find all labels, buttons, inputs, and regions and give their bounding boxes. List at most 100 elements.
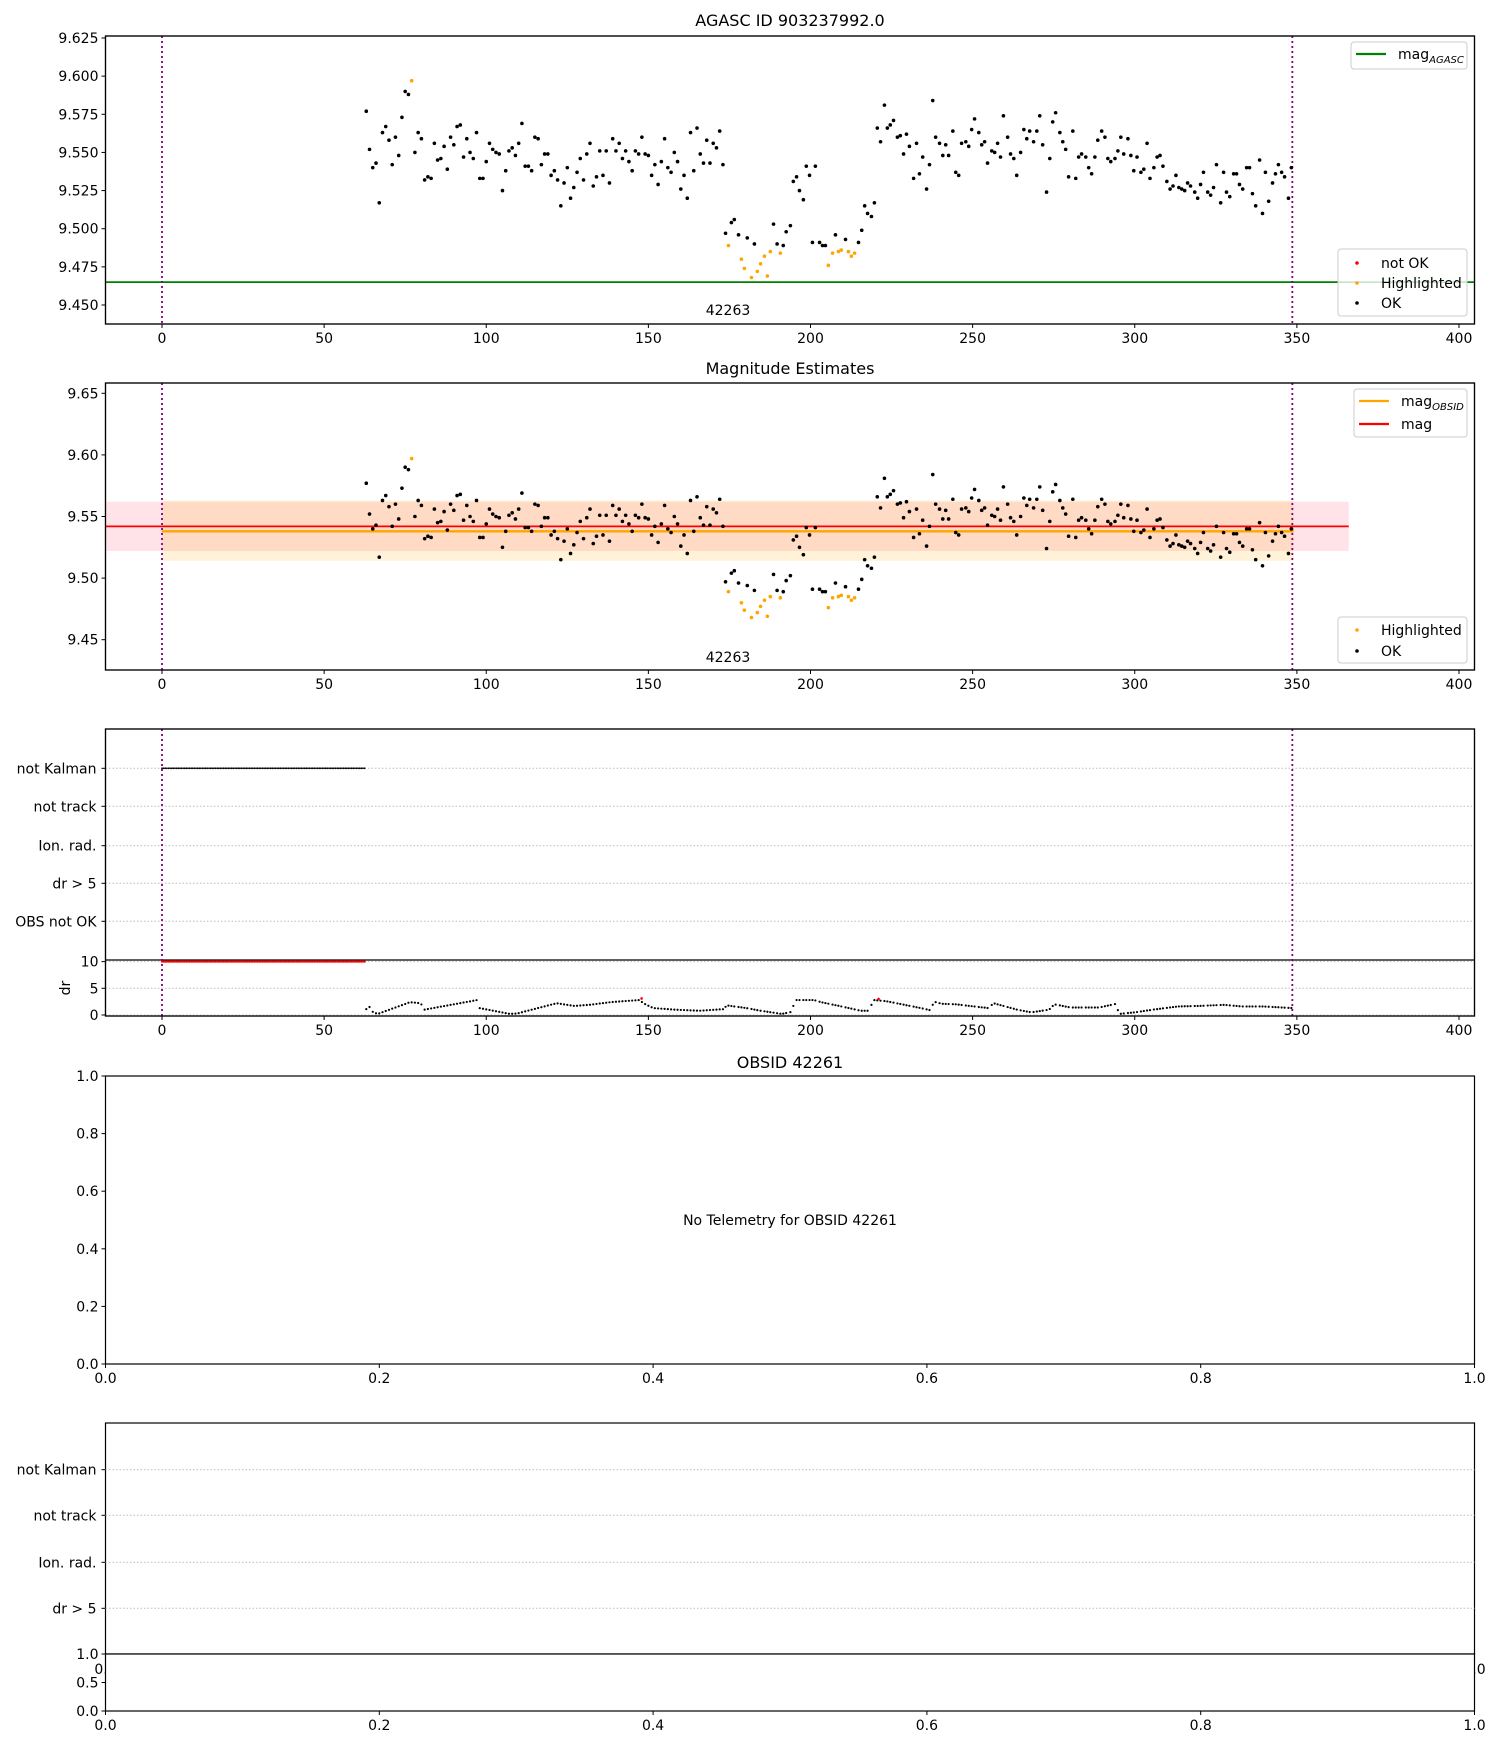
ok-point [1014,533,1019,537]
ok-point [633,149,638,153]
obsid-annotation: 42263 [706,303,751,319]
dr-marker [1006,1005,1009,1009]
dr-not-ok-marker [310,960,313,963]
ok-point [588,141,592,146]
dr-not-ok-marker [306,960,310,963]
not-kalman-marker [188,767,191,770]
legend-label: magOBSID [1401,394,1464,413]
ok-point [487,507,492,511]
dr-marker [498,1010,501,1013]
dr-axis-label: dr [58,980,74,995]
ok-point [568,196,573,200]
ok-point [1165,538,1169,542]
ok-point [1066,175,1071,179]
dr-marker [1142,1009,1145,1013]
ok-point [1050,120,1055,124]
ok-point [717,497,722,502]
dr-marker [1058,1004,1061,1007]
ok-point [888,123,893,127]
ok-point [924,187,929,191]
ok-point [432,507,437,511]
ok-point [869,566,874,571]
dr-marker [371,1010,374,1013]
ok-point [859,577,864,582]
dr-marker [647,1004,650,1007]
not-kalman-marker [352,767,355,770]
ok-point [878,139,883,144]
not-kalman-marker [225,767,228,770]
ok-point [565,165,570,170]
ok-point [901,515,906,520]
ok-point [951,129,955,133]
ok-point [1188,184,1193,188]
dr-marker [433,1006,436,1009]
dr-not-ok-marker [266,960,269,963]
dr-marker [682,1008,686,1012]
dr-marker [517,1011,520,1015]
dr-marker [1280,1006,1283,1009]
ok-point [458,123,463,127]
ok-point [601,173,605,178]
ok-point [1014,173,1019,178]
dr-marker [818,1000,821,1003]
ok-point [930,98,935,103]
not-kalman-marker [172,767,175,770]
dr-not-ok-marker [188,960,191,963]
dr-marker [1071,1006,1074,1009]
y-tick-label: 5 [90,981,99,997]
ok-point [1119,135,1123,139]
ok-point [659,159,664,164]
ok-point [666,165,670,170]
x-tick-label: 0.4 [642,1718,664,1734]
x-tick-label: 0.8 [1190,1371,1212,1387]
dr-marker [1215,1004,1218,1007]
ok-point [1270,181,1275,185]
ok-point [1135,155,1139,159]
ok-point [714,146,719,150]
dr-not-ok-marker [199,960,203,963]
dr-marker [827,1002,830,1005]
ok-point [911,176,916,181]
dr-not-ok-marker [209,960,212,963]
legend-label-main: mag [1398,47,1429,63]
ok-point [1040,143,1045,147]
dr-marker [381,1011,384,1014]
dr-marker [954,1003,957,1006]
ok-point [1022,127,1026,132]
y-tick-label: 0.4 [76,1242,98,1258]
ok-point [775,242,779,246]
ok-point [691,168,696,173]
ok-point [477,176,482,181]
legend-label-main: mag [1401,417,1432,433]
dr-not-ok-marker [308,960,311,963]
not-kalman-marker [298,767,301,770]
dr-not-ok-marker [225,960,228,963]
x-tick-label: 100 [473,1023,500,1039]
ok-point [964,139,968,144]
ok-point [1286,196,1291,200]
not-kalman-marker [357,767,360,770]
dr-marker [426,1007,429,1011]
not-kalman-marker [164,767,167,770]
dr-not-ok-marker [335,960,339,963]
dr-not-ok-marker [347,960,350,963]
dr-marker [928,1008,931,1012]
dr-not-ok-marker [276,960,279,963]
not-kalman-marker [294,767,296,770]
ok-point [1142,167,1146,172]
dr-marker [436,1006,439,1009]
not-kalman-marker [180,767,183,770]
dr-not-ok-marker [198,960,201,963]
ok-point [930,472,935,477]
dr-marker [766,1010,769,1013]
dr-not-ok-marker [256,960,259,963]
ok-point [1152,165,1156,170]
ok-point [513,517,518,521]
ok-point [1139,530,1143,535]
dr-not-ok-marker [186,960,190,963]
ok-point [992,514,997,519]
ok-point [422,178,427,182]
dr-marker [1096,1006,1099,1009]
ok-point [1188,541,1193,546]
ok-point [649,173,654,178]
